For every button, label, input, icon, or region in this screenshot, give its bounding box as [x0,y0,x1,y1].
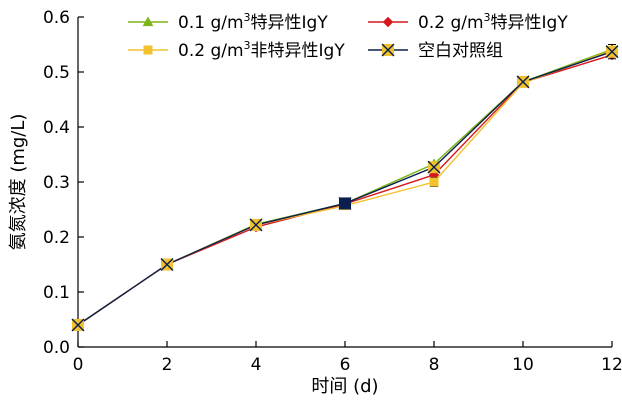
legend-label: 0.2 g/m3特异性IgY [418,11,568,33]
legend-label-sup: 3 [484,11,491,24]
legend-item-1: 0.1 g/m3特异性IgY [128,11,328,33]
series-2 [72,49,618,331]
legend-marker [382,16,394,28]
series-line [77,54,613,326]
legend-label: 0.1 g/m3特异性IgY [178,11,328,33]
legend-label-part: 0.2 g/m [178,41,244,61]
legend-marker [381,43,395,57]
legend-label-part: 特异性IgY [251,13,329,33]
data-point [160,258,174,271]
series-line [77,50,613,326]
data-point [605,45,619,59]
legend-label: 0.2 g/m3非特异性IgY [178,39,345,61]
legend-label-part: 0.1 g/m [178,13,244,33]
y-tick-label: 0.0 [43,338,70,358]
legend-marker [142,16,154,27]
legend-label-sup: 3 [244,39,251,52]
marker-cross-line [605,45,619,59]
x-ticks: 0 2 4 6 8 10 12 [73,341,622,375]
legend-label-part: 特异性IgY [491,13,569,33]
y-tick-label: 0.5 [43,63,70,83]
legend-label-part: 非特异性IgY [251,41,346,61]
legend-label-part: 0.2 g/m [418,13,484,33]
y-axis-label: 氨氮浓度 (mg/L) [8,114,29,251]
x-tick-label: 8 [429,355,440,375]
y-tick-label: 0.2 [43,228,70,248]
legend-item-4: 空白对照组 [368,41,503,61]
marker-cross-line [516,75,530,89]
axes [77,17,612,348]
y-tick-label: 0.4 [43,118,70,138]
x-tick-label: 4 [251,355,262,375]
x-tick-label: 12 [601,355,622,375]
series-line [77,48,613,326]
legend-item-3: 0.2 g/m3非特异性IgY [128,39,345,61]
legend-label-part: 空白对照组 [418,41,503,61]
x-tick-label: 6 [340,355,351,375]
x-axis-label: 时间 (d) [311,376,378,397]
series-1 [72,43,618,330]
x-tick-label: 0 [73,355,84,375]
series-3 [73,46,617,330]
series-layer [71,43,619,332]
legend-label: 空白对照组 [418,41,503,61]
marker-cross-line [249,218,263,232]
data-point-highlight [339,197,351,210]
series-4 [71,44,619,332]
y-tick-label: 0.1 [43,283,70,303]
data-point [429,177,439,187]
marker-cross-line [160,258,174,271]
data-point [249,218,263,232]
data-point [516,75,530,89]
x-tick-label: 2 [162,355,173,375]
series-line [77,49,613,326]
marker-cross-line [381,43,395,57]
marker-cross-line [71,318,85,332]
data-point [427,160,441,174]
legend-marker [143,45,153,55]
y-ticks: 0.0 0.1 0.2 0.3 0.4 0.5 0.6 [43,8,84,358]
y-tick-label: 0.3 [43,173,70,193]
legend-label-sup: 3 [244,11,251,24]
y-tick-label: 0.6 [43,8,70,28]
data-point [71,318,85,332]
x-tick-label: 10 [512,355,534,375]
legend-item-2: 0.2 g/m3特异性IgY [368,11,568,33]
marker-cross-line [427,160,441,174]
